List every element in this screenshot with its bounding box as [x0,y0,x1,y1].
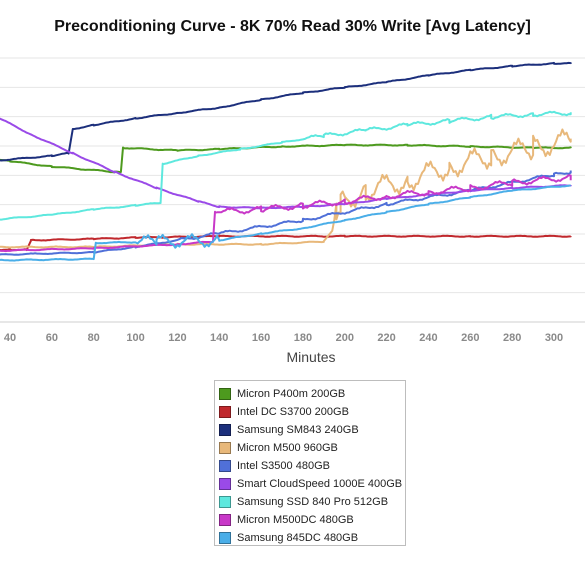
legend-item: Samsung SM843 240GB [219,421,405,439]
x-axis-ticks: 40 60 80 100 120 140 160 180 200 220 240 260 280 300 [4,332,563,344]
x-tick-label: 220 [377,332,395,344]
legend-item: Smart CloudSpeed 1000E 400GB [219,475,405,493]
x-axis-label: Minutes [286,349,336,365]
legend-label: Micron P400m 200GB [237,388,346,400]
x-tick-label: 60 [46,332,58,344]
legend-swatch [219,496,231,508]
series-line [0,143,572,174]
x-tick-label: 260 [461,332,479,344]
series-line [0,110,572,221]
legend-label: Samsung 845DC 480GB [237,532,359,544]
x-tick-label: 120 [168,332,186,344]
x-tick-label: 160 [252,332,270,344]
plot-area: 40 60 80 100 120 140 160 180 200 220 240 260 280 300 [0,57,585,344]
series-line [0,174,572,253]
x-tick-label: 40 [4,332,16,344]
legend-swatch [219,406,231,418]
legend-swatch [219,442,231,454]
legend-item: Micron M500DC 480GB [219,511,405,529]
x-tick-label: 280 [503,332,521,344]
x-tick-label: 140 [210,332,228,344]
series-line [0,117,572,210]
legend-item: Samsung SSD 840 Pro 512GB [219,493,405,511]
legend-swatch [219,478,231,490]
legend: Micron P400m 200GB Intel DC S3700 200GB Sa… [214,380,406,546]
legend-item: Intel S3500 480GB [219,457,405,475]
legend-label: Intel S3500 480GB [237,460,330,472]
chart-title: Preconditioning Curve - 8K 70% Read 30% … [54,18,531,35]
legend-swatch [219,424,231,436]
legend-item: Micron P400m 200GB [219,385,405,403]
series-line [0,170,572,256]
x-tick-label: 300 [545,332,563,344]
series-layer [0,61,572,262]
legend-label: Samsung SM843 240GB [237,424,359,436]
x-tick-label: 80 [88,332,100,344]
series-line [0,128,572,249]
legend-label: Micron M500 960GB [237,442,338,454]
x-tick-label: 100 [126,332,144,344]
x-tick-label: 200 [336,332,354,344]
legend-item: Intel DC S3700 200GB [219,403,405,421]
series-line [0,61,572,162]
legend-swatch [219,514,231,526]
legend-label: Intel DC S3700 200GB [237,406,349,418]
legend-item: Samsung 845DC 480GB [219,529,405,547]
x-tick-label: 240 [419,332,437,344]
series-line [0,184,571,262]
x-tick-label: 180 [294,332,312,344]
legend-label: Samsung SSD 840 Pro 512GB [237,496,389,508]
legend-swatch [219,460,231,472]
legend-swatch [219,532,231,544]
series-line [0,234,572,252]
legend-item: Micron M500 960GB [219,439,405,457]
legend-label: Micron M500DC 480GB [237,514,354,526]
legend-label: Smart CloudSpeed 1000E 400GB [237,478,403,490]
legend-swatch [219,388,231,400]
